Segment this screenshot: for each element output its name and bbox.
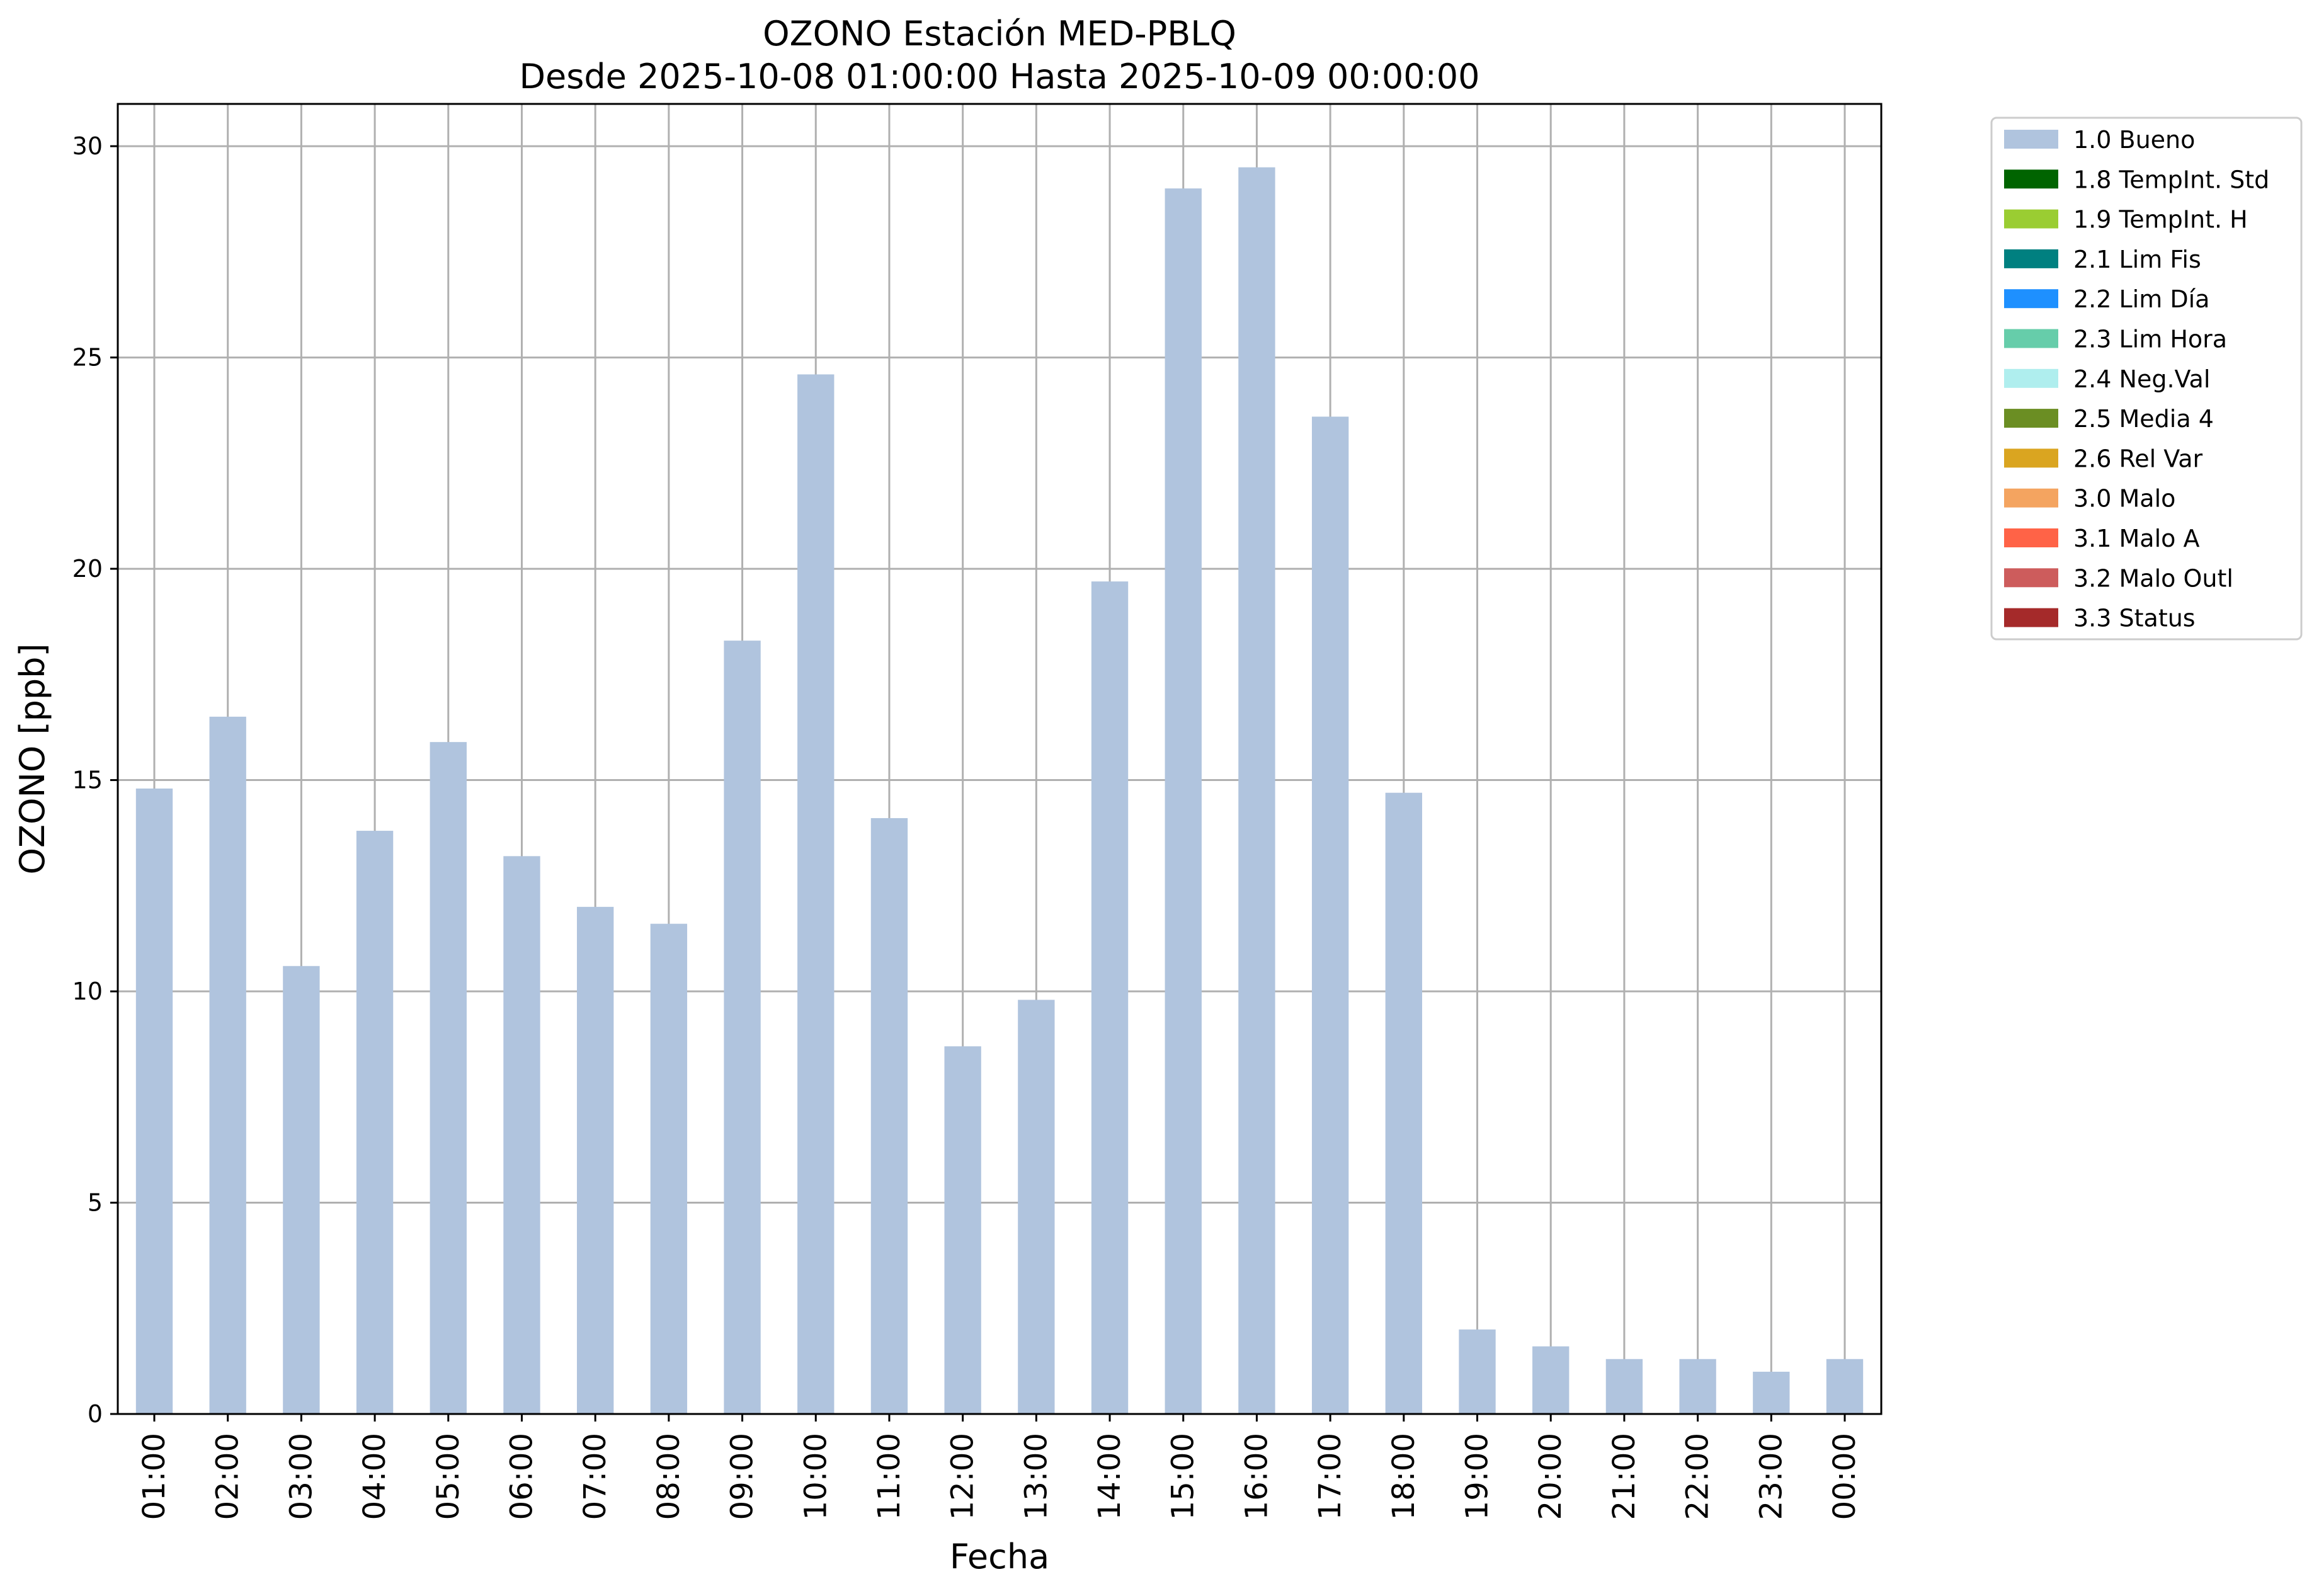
bar-0700 — [577, 906, 614, 1414]
y-axis-ticks: 0 5 10 15 20 25 30 — [72, 132, 118, 1428]
legend-label: 1.0 Bueno — [2073, 126, 2195, 154]
x-tick-label: 08:00 — [651, 1433, 687, 1520]
bar-2200 — [1679, 1359, 1716, 1414]
legend-swatch — [2004, 289, 2058, 309]
x-axis-ticks: 01:00 02:00 03:00 04:00 05:00 06:00 07:00 08:00… — [137, 1414, 1862, 1520]
x-tick-label: 12:00 — [945, 1433, 981, 1520]
bar-1700 — [1311, 416, 1349, 1414]
bar-0400 — [356, 831, 394, 1414]
legend-swatch — [2004, 448, 2058, 468]
legend-label: 3.1 Malo A — [2073, 525, 2199, 552]
legend-swatch — [2004, 568, 2058, 588]
chart-subtitle: Desde 2025-10-08 01:00:00 Hasta 2025-10-… — [519, 57, 1479, 96]
legend-label: 2.3 Lim Hora — [2073, 326, 2227, 353]
x-tick-label: 05:00 — [431, 1433, 466, 1520]
bar-0000 — [1826, 1359, 1864, 1414]
x-tick-label: 18:00 — [1386, 1433, 1422, 1520]
bars — [135, 167, 1864, 1415]
x-tick-label: 01:00 — [137, 1433, 172, 1520]
legend: 1.0 Bueno 1.8 TempInt. Std 1.9 TempInt. H 2… — [1990, 117, 2303, 641]
x-axis-label: Fecha — [950, 1537, 1049, 1576]
plot-frame — [117, 103, 1883, 1415]
bar-1400 — [1091, 581, 1129, 1414]
bar-1800 — [1385, 792, 1422, 1414]
bar-0500 — [430, 742, 467, 1414]
x-tick-label: 02:00 — [210, 1433, 246, 1520]
bar-0800 — [650, 923, 688, 1414]
legend-swatch — [2004, 249, 2058, 268]
chart-title: OZONO Estación MED-PBLQ — [763, 14, 1236, 54]
x-tick-label: 20:00 — [1533, 1433, 1568, 1520]
legend-label: 3.3 Status — [2073, 605, 2196, 632]
x-tick-label: 23:00 — [1753, 1433, 1789, 1520]
bar-2300 — [1753, 1371, 1790, 1414]
legend-label: 2.6 Rel Var — [2073, 445, 2203, 472]
x-tick-label: 09:00 — [725, 1433, 760, 1520]
x-tick-label: 11:00 — [872, 1433, 907, 1520]
x-tick-label: 15:00 — [1166, 1433, 1201, 1520]
x-tick-label: 00:00 — [1827, 1433, 1862, 1520]
legend-label: 1.8 TempInt. Std — [2073, 166, 2269, 193]
x-tick-label: 16:00 — [1239, 1433, 1274, 1520]
x-tick-label: 14:00 — [1092, 1433, 1127, 1520]
bar-1300 — [1018, 1000, 1055, 1414]
bar-0200 — [209, 716, 246, 1414]
legend-swatch — [2004, 608, 2058, 627]
y-tick-label: 25 — [72, 344, 103, 372]
y-tick-label: 5 — [88, 1189, 103, 1217]
legend-swatch — [2004, 130, 2058, 149]
x-tick-label: 22:00 — [1680, 1433, 1716, 1520]
x-tick-label: 06:00 — [504, 1433, 539, 1520]
bar-0600 — [503, 856, 540, 1414]
bar-1500 — [1165, 188, 1202, 1414]
bar-1600 — [1238, 167, 1275, 1415]
legend-label: 2.2 Lim Día — [2073, 285, 2209, 313]
x-tick-label: 07:00 — [578, 1433, 613, 1520]
legend-swatch — [2004, 528, 2058, 547]
legend-swatch — [2004, 329, 2058, 348]
legend-swatch — [2004, 169, 2058, 189]
legend-label: 3.0 Malo — [2073, 485, 2175, 513]
legend-swatch — [2004, 368, 2058, 388]
legend-label: 2.5 Media 4 — [2073, 405, 2214, 433]
bar-1000 — [797, 374, 835, 1414]
y-tick-label: 15 — [72, 767, 103, 794]
legend-swatch — [2004, 409, 2058, 428]
bar-2000 — [1532, 1346, 1570, 1414]
x-tick-label: 10:00 — [798, 1433, 833, 1520]
y-tick-label: 0 — [88, 1400, 103, 1428]
x-tick-label: 04:00 — [357, 1433, 392, 1520]
y-tick-label: 10 — [72, 978, 103, 1005]
legend-label: 1.9 TempInt. H — [2073, 206, 2248, 234]
legend-frame — [1990, 117, 2303, 641]
y-tick-label: 20 — [72, 555, 103, 583]
x-tick-label: 13:00 — [1018, 1433, 1054, 1520]
legend-label: 2.1 Lim Fis — [2073, 246, 2201, 273]
x-tick-label: 17:00 — [1313, 1433, 1348, 1520]
legend-label: 3.2 Malo Outl — [2073, 564, 2233, 592]
bar-1100 — [870, 818, 908, 1414]
bar-0100 — [135, 788, 173, 1414]
x-tick-label: 03:00 — [283, 1433, 319, 1520]
bar-2100 — [1605, 1359, 1643, 1414]
bar-0300 — [283, 966, 320, 1414]
x-tick-label: 19:00 — [1460, 1433, 1495, 1520]
y-axis-label: OZONO [ppb] — [13, 643, 52, 874]
bar-1900 — [1459, 1329, 1496, 1414]
legend-label: 2.4 Neg.Val — [2073, 365, 2210, 393]
bar-1200 — [944, 1046, 981, 1414]
x-tick-label: 21:00 — [1607, 1433, 1642, 1520]
legend-swatch — [2004, 488, 2058, 508]
legend-swatch — [2004, 209, 2058, 229]
bar-0900 — [724, 641, 761, 1414]
y-tick-label: 30 — [72, 132, 103, 160]
